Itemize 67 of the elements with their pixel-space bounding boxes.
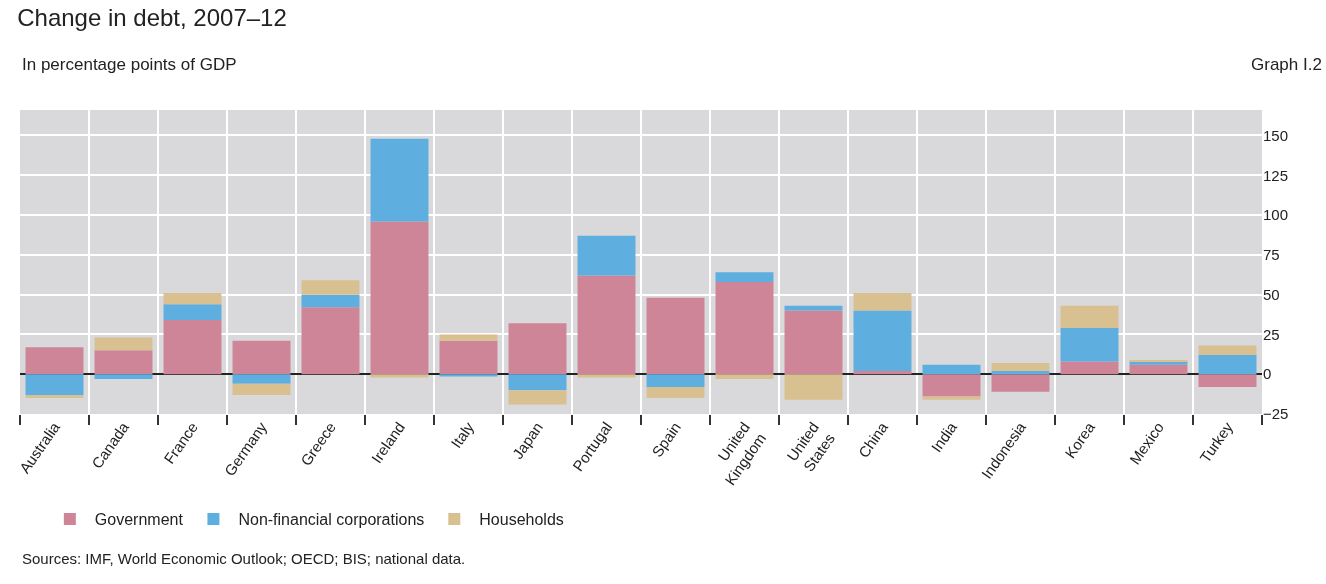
bar <box>646 386 705 399</box>
y-tick-label: 25 <box>1263 325 1280 343</box>
bar <box>508 374 567 391</box>
bar <box>577 275 636 375</box>
bar <box>784 374 843 400</box>
bar <box>163 293 222 305</box>
bar <box>922 364 981 375</box>
legend-label: Non-financial corporations <box>238 511 425 529</box>
y-tick-label: −25 <box>1263 405 1289 423</box>
y-tick-label: 50 <box>1263 285 1280 303</box>
bar <box>232 383 291 395</box>
bar <box>715 272 774 282</box>
bar <box>853 371 912 375</box>
legend-label: Government <box>94 511 184 529</box>
bar <box>94 350 153 375</box>
bar <box>301 294 360 308</box>
bar <box>1198 355 1257 375</box>
bar <box>25 347 84 375</box>
bar <box>715 374 774 379</box>
bar <box>508 390 567 405</box>
bar <box>853 293 912 311</box>
bar <box>1198 345 1257 356</box>
bar <box>991 371 1050 375</box>
y-tick-label: 100 <box>1263 206 1289 224</box>
bar <box>301 307 360 375</box>
bar <box>922 396 981 400</box>
y-tick-label: 0 <box>1263 365 1272 383</box>
bar <box>94 374 153 379</box>
bar <box>25 374 84 395</box>
bar <box>301 280 360 295</box>
bar <box>370 374 429 378</box>
bar <box>1060 305 1119 329</box>
bar <box>922 374 981 397</box>
bar <box>370 138 429 222</box>
bar <box>1129 364 1188 375</box>
y-tick-label: 125 <box>1263 166 1289 184</box>
bar <box>508 323 567 375</box>
bar <box>577 374 636 378</box>
bar <box>715 281 774 375</box>
bar <box>1060 361 1119 375</box>
bar <box>784 305 843 311</box>
source-note: Sources: IMF, World Economic Outlook; OECD; BIS; national data. <box>22 550 466 567</box>
y-tick-label: 75 <box>1263 246 1280 264</box>
bar <box>439 334 498 341</box>
bar <box>94 337 153 351</box>
text: Graph I.2 <box>1251 55 1322 74</box>
bar <box>370 221 429 375</box>
bar <box>646 297 705 375</box>
bar <box>163 320 222 375</box>
bar <box>1198 374 1257 387</box>
bar <box>25 394 84 399</box>
chart-title: Change in debt, 2007–12 <box>17 3 287 31</box>
bar <box>232 340 291 375</box>
bar <box>853 310 912 372</box>
y-tick-label: 150 <box>1263 126 1289 144</box>
chart-subtitle: In percentage points of GDP <box>22 55 237 74</box>
bar <box>163 304 222 321</box>
bar <box>577 235 636 276</box>
bar <box>232 374 291 384</box>
bar <box>1060 328 1119 362</box>
legend-label: Households <box>479 511 564 529</box>
bar <box>991 363 1050 372</box>
bar <box>439 340 498 375</box>
bar <box>784 310 843 375</box>
bar <box>991 374 1050 392</box>
bar <box>439 374 498 377</box>
bar <box>646 374 705 387</box>
